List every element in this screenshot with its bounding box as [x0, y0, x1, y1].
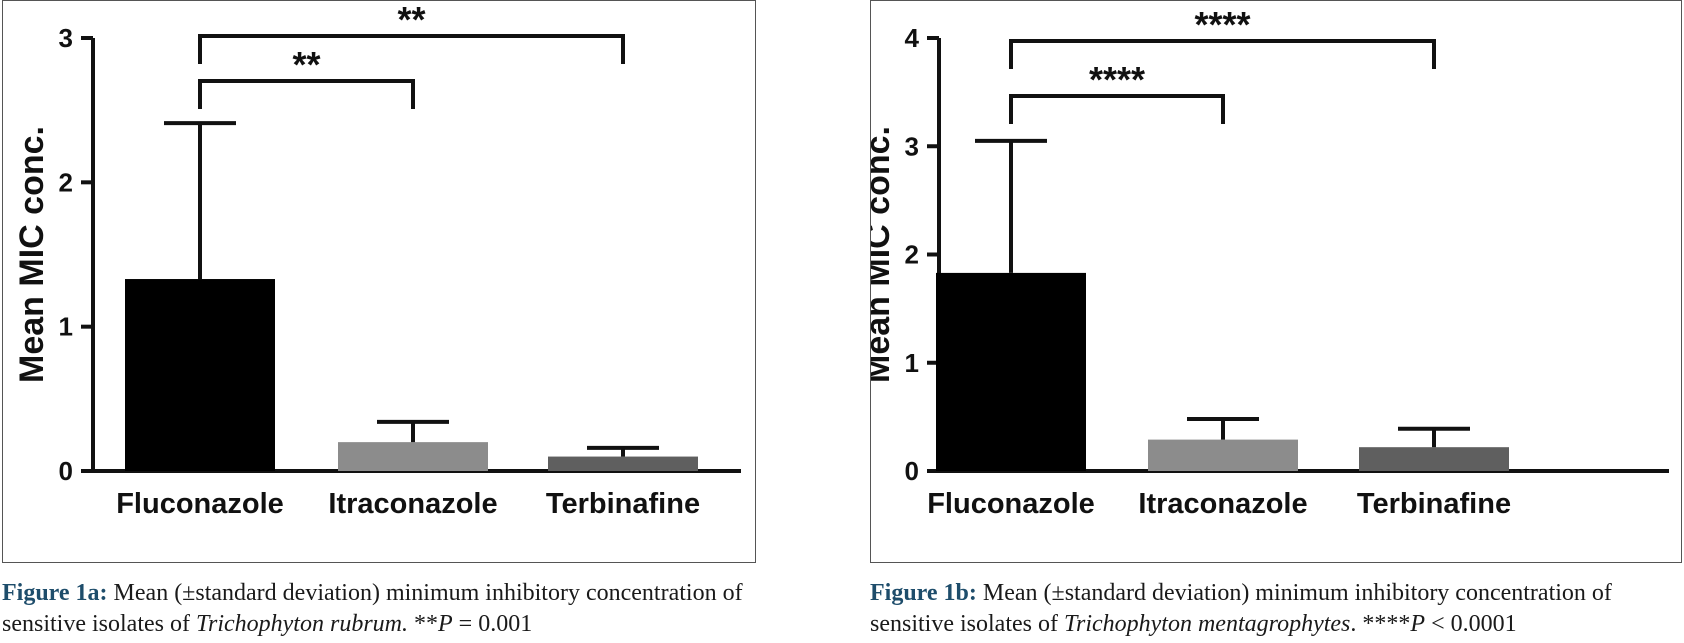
- y-tick-label: 2: [59, 167, 73, 197]
- chart-panel-a: 0 1 2 3 Mean MIC conc. Fluconazole Itraconazol…: [2, 0, 756, 563]
- y-tick-label: 0: [905, 456, 919, 486]
- figure-caption-b: Figure 1b: Mean (±standard deviation) mi…: [870, 578, 1682, 640]
- bar: [1359, 447, 1509, 471]
- bar-chart-a: 0 1 2 3 Mean MIC conc. Fluconazole Itraconazol…: [13, 1, 741, 520]
- x-tick-label: Itraconazole: [1138, 488, 1307, 520]
- significance-bracket: [1009, 39, 1436, 69]
- caption-stat-stars: . ****: [1350, 611, 1411, 637]
- significance-label: ****: [1194, 4, 1250, 45]
- y-axis-label: Mean MIC conc.: [871, 126, 897, 383]
- caption-stat-p: P: [437, 611, 453, 637]
- x-tick-label: Terbinafine: [1357, 488, 1511, 520]
- x-tick-label: Terbinafine: [546, 488, 700, 520]
- caption-label: Figure 1b:: [870, 580, 977, 606]
- y-tick-label: 1: [59, 312, 73, 342]
- x-tick-label: Fluconazole: [927, 488, 1095, 520]
- chart-panel-b: 0 1 2 3 4 Mean MIC conc. Fluconazole Itraconazo…: [870, 0, 1682, 563]
- y-axis-label: Mean MIC conc.: [13, 126, 51, 383]
- y-tick-label: 4: [905, 23, 920, 53]
- caption-label: Figure 1a:: [2, 580, 108, 606]
- x-tick-label: Itraconazole: [328, 488, 497, 520]
- significance-label: **: [292, 44, 320, 85]
- bar: [125, 279, 275, 471]
- figure-caption-a: Figure 1a: Mean (±standard deviation) mi…: [2, 578, 822, 640]
- significance-bracket: [198, 34, 625, 64]
- y-tick-label: 3: [905, 131, 919, 161]
- x-tick-label: Fluconazole: [116, 488, 284, 520]
- caption-text: Mean (±standard deviation) minimum inhib…: [2, 580, 743, 637]
- bar: [1148, 439, 1298, 471]
- y-tick-label: 1: [905, 348, 919, 378]
- y-tick-label: 0: [59, 456, 73, 486]
- caption-stat-stars: **: [407, 611, 438, 637]
- y-tick-label: 3: [59, 23, 73, 53]
- caption-text: Mean (±standard deviation) minimum inhib…: [870, 580, 1612, 637]
- significance-bracket: [198, 79, 415, 109]
- bar: [338, 442, 488, 471]
- caption-stat-value: = 0.001: [452, 611, 533, 637]
- caption-organism: Trichophyton mentagrophytes: [1063, 611, 1351, 637]
- bar: [548, 456, 698, 471]
- bar: [936, 272, 1086, 471]
- caption-stat-value: < 0.0001: [1425, 611, 1517, 637]
- caption-stat-p: P: [1410, 611, 1426, 637]
- significance-label: ****: [1089, 59, 1145, 100]
- significance-label: **: [397, 1, 425, 40]
- y-tick-label: 2: [905, 240, 919, 270]
- caption-organism: Trichophyton rubrum.: [195, 611, 408, 637]
- bar-chart-b: 0 1 2 3 4 Mean MIC conc. Fluconazole Itraconazo…: [871, 4, 1669, 520]
- significance-bracket: [1009, 94, 1225, 124]
